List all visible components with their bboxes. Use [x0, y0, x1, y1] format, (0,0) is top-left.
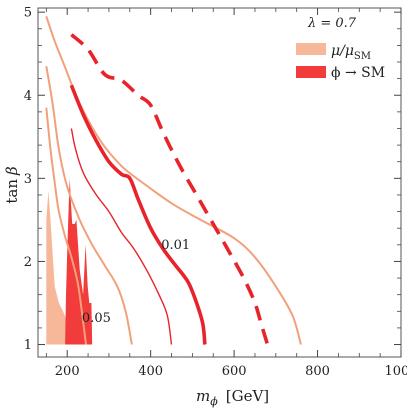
contour-label: 0.01	[161, 238, 190, 253]
y-axis-label-symbol: β	[3, 166, 21, 176]
shaded-regions	[46, 178, 93, 345]
contour-phi-thin-3	[70, 128, 173, 345]
contour-label: 0.05	[82, 311, 111, 326]
x-axis-label: mϕ [GeV]	[196, 387, 269, 408]
legend-label-mu: μ/μSM	[331, 43, 371, 62]
legend: μ/μSM ϕ → SM	[296, 43, 385, 81]
legend-label-mu-sub: SM	[354, 51, 371, 62]
contour-mu-thin-0	[45, 15, 302, 345]
legend-label-mu-main: μ/μ	[331, 43, 354, 59]
y-tick-label: 2	[24, 255, 32, 270]
y-tick-label: 5	[24, 6, 32, 21]
x-tick-label: 1000	[384, 364, 407, 379]
y-tick-label: 1	[24, 338, 32, 353]
region-phi-excluded	[65, 178, 93, 345]
legend-swatch-phi	[296, 66, 326, 78]
x-tick-label: 400	[138, 364, 163, 379]
lambda-annotation: λ = 0.7	[307, 16, 357, 31]
x-tick-label: 800	[305, 364, 330, 379]
x-axis-label-symbol: m	[196, 387, 210, 405]
x-axis-label-unit: [GeV]	[226, 387, 269, 405]
contour-mu-thin-1	[45, 66, 133, 345]
legend-swatch-mu	[296, 43, 326, 55]
plot-frame	[37, 7, 402, 358]
legend-label-phi: ϕ → SM	[331, 65, 385, 81]
y-axis-label: tan β	[3, 166, 21, 204]
y-tick-label: 3	[24, 172, 32, 187]
contour-mu-thin-2	[45, 107, 87, 345]
contour-lines	[45, 15, 302, 346]
x-axis-label-subscript: ϕ	[210, 395, 218, 408]
region-mu-excluded	[46, 190, 68, 345]
contour-phi-thick-4	[69, 84, 207, 345]
contour-labels: 0.01 0.05	[82, 238, 190, 326]
x-tick-label: 600	[222, 364, 247, 379]
axis-ticks: 200 400 600 800 1000 1 2 3 4 5	[24, 6, 407, 379]
y-axis-label-prefix: tan	[3, 179, 21, 204]
contour-phi-dashed-5	[70, 33, 270, 346]
x-tick-label: 200	[55, 364, 80, 379]
y-tick-label: 4	[24, 89, 32, 104]
